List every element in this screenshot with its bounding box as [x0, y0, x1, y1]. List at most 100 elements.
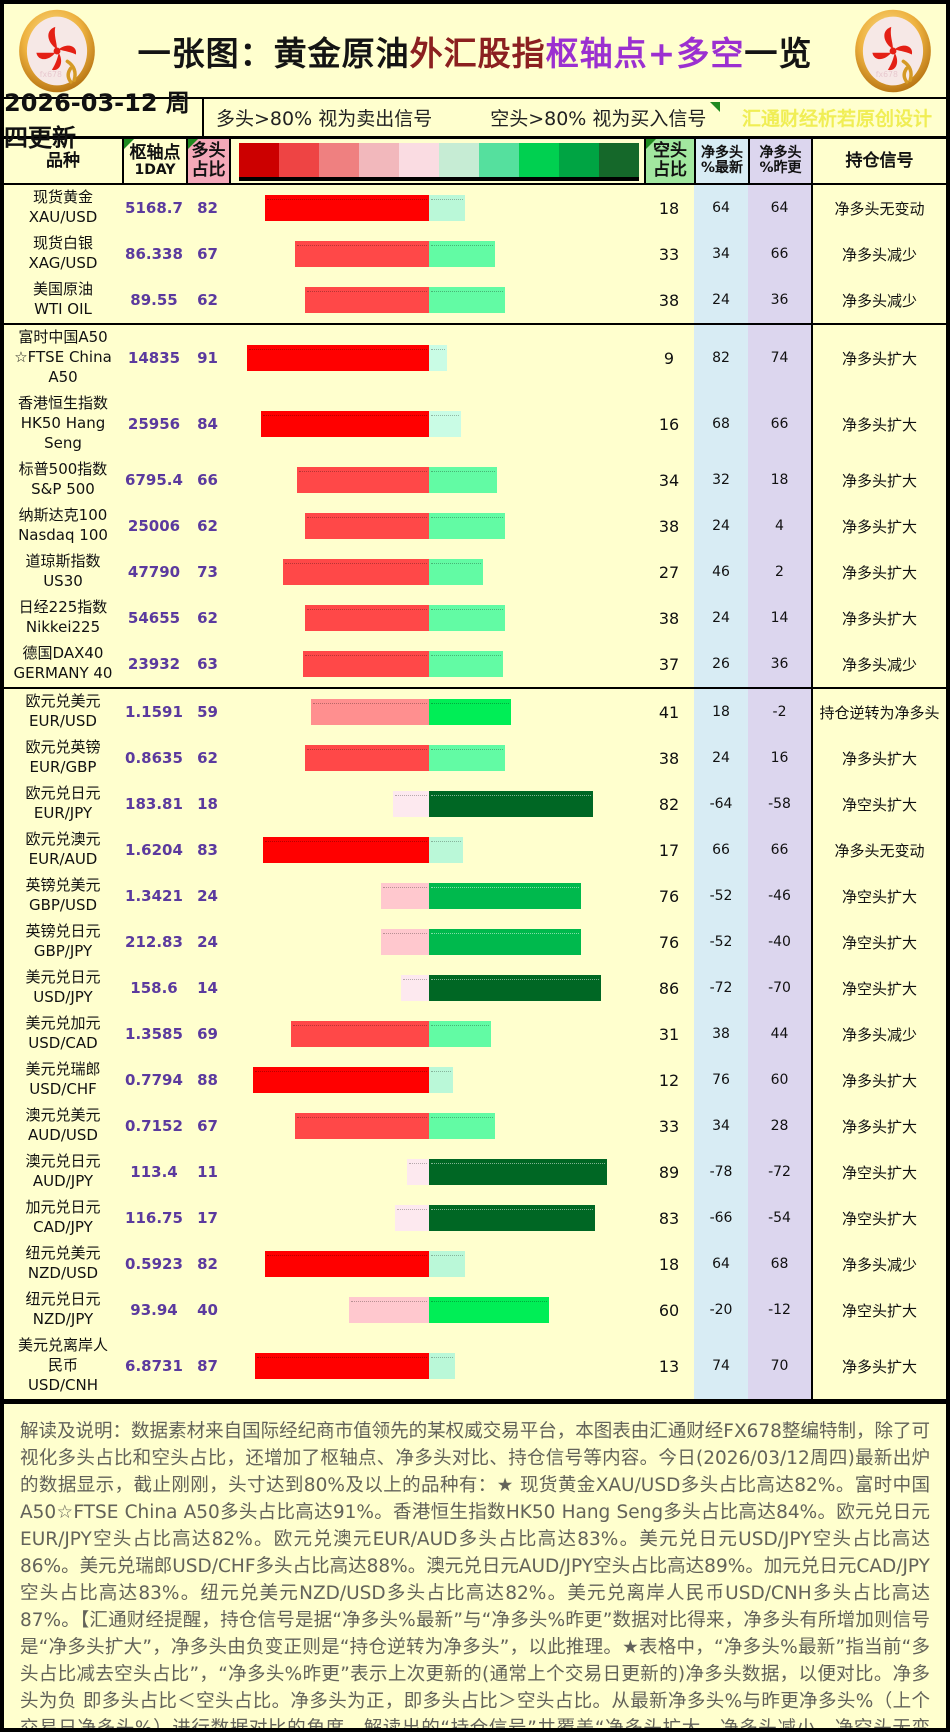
long-short-bar: [229, 689, 644, 735]
short-bar-segment: [429, 287, 505, 313]
pivot-value: 0.7152: [125, 1117, 183, 1135]
long-bar-segment: [295, 241, 429, 267]
position-signal: 净多头扩大: [811, 595, 946, 641]
position-signal: 净空头扩大: [811, 1149, 946, 1195]
pivot-value: 212.83: [125, 933, 183, 951]
pivot-value: 47790: [127, 563, 181, 581]
long-ratio-value: 82: [197, 199, 218, 217]
instrument-name-line: 美元兑日元: [25, 968, 101, 987]
long-bar-segment: [311, 699, 429, 725]
long-short-bar: [229, 919, 644, 965]
short-ratio-value: 41: [658, 702, 680, 722]
instrument-name-line: 澳元兑日元: [25, 1152, 101, 1171]
pivot-value: 1.3585: [125, 1025, 183, 1043]
net-long-previous-value: 66: [748, 231, 811, 277]
table-row: 美国原油 WTI OIL 89.55 62 38 24 36 净多头减少: [4, 277, 946, 323]
long-ratio-value: 24: [197, 887, 218, 905]
long-bar-segment: [253, 1067, 429, 1093]
long-bar-segment: [407, 1159, 429, 1185]
instrument-name: 标普500指数 S&P 500: [4, 457, 122, 503]
long-ratio-value: 82: [197, 1255, 218, 1273]
position-signal: 净多头扩大: [811, 1333, 946, 1399]
net-long-previous-value: 2: [748, 549, 811, 595]
net-long-latest-value: 64: [694, 185, 748, 231]
scale-swatch: [519, 143, 559, 177]
long-ratio-value: 63: [197, 655, 218, 673]
long-ratio-value: 84: [197, 415, 218, 433]
net-long-latest-value: 66: [694, 827, 748, 873]
instrument-name-line: 富时中国A50: [18, 328, 108, 347]
instrument-name: 澳元兑美元 AUD/USD: [4, 1103, 122, 1149]
instrument-name-line: USD/CAD: [28, 1034, 98, 1052]
title-band: fx678 一张图：黄金原油外汇股指枢轴点+多空一览 fx678: [4, 4, 946, 99]
short-ratio-value: 38: [658, 516, 680, 536]
net-long-previous-value: -2: [748, 689, 811, 735]
long-short-bar: [229, 1057, 644, 1103]
net-long-previous-value: 16: [748, 735, 811, 781]
instrument-name-line: Nasdaq 100: [18, 526, 108, 544]
net-long-latest-value: 74: [694, 1333, 748, 1399]
instrument-name: 欧元兑美元 EUR/USD: [4, 689, 122, 735]
instrument-name-line: WTI OIL: [34, 300, 92, 318]
net-long-previous-value: -12: [748, 1287, 811, 1333]
net-long-previous-value: 4: [748, 503, 811, 549]
table-row: 现货白银 XAG/USD 86.338 67 33 34 66 净多头减少: [4, 231, 946, 277]
short-ratio-value: 60: [658, 1300, 680, 1320]
short-ratio-value: 9: [663, 348, 675, 368]
short-ratio-value: 13: [658, 1356, 680, 1376]
long-ratio-value: 67: [197, 1117, 218, 1135]
long-ratio-value: 18: [197, 795, 218, 813]
pivot-value: 6.8731: [125, 1357, 183, 1375]
instrument-name-line: 美元兑加元: [25, 1014, 101, 1033]
net-long-latest-value: 24: [694, 595, 748, 641]
credit-text: 汇通财经析若原创设计: [741, 108, 932, 130]
position-signal: 净多头减少: [811, 231, 946, 277]
net-long-previous-value: 44: [748, 1011, 811, 1057]
date-legend-band: 2026-03-12 周四更新 多头>80% 视为卖出信号 空头>80% 视为买…: [4, 89, 946, 152]
instrument-name-line: EUR/AUD: [28, 850, 98, 868]
short-bar-segment: [429, 883, 581, 909]
instrument-name: 纳斯达克100 Nasdaq 100: [4, 503, 122, 549]
long-bar-segment: [291, 1021, 429, 1047]
instrument-name: 英镑兑日元 GBP/JPY: [4, 919, 122, 965]
net-long-latest-value: 34: [694, 1103, 748, 1149]
position-signal: 净多头扩大: [811, 1057, 946, 1103]
net-long-latest-value: -64: [694, 781, 748, 827]
table-row: 英镑兑日元 GBP/JPY 212.83 24 76 -52 -40 净空头扩大: [4, 919, 946, 965]
instrument-name-line: 欧元兑日元: [25, 784, 101, 803]
table-row: 道琼斯指数 US30 47790 73 27 46 2 净多头扩大: [4, 549, 946, 595]
long-ratio-value: 83: [197, 841, 218, 859]
short-bar-segment: [429, 1113, 495, 1139]
long-bar-segment: [261, 411, 429, 437]
pivot-value: 183.81: [125, 795, 183, 813]
table-group: 欧元兑美元 EUR/USD 1.1591 59 41 18 -2 持仓逆转为净多头 欧元兑英镑 E…: [4, 687, 946, 1399]
legend-short-note: 空头>80% 视为买入信号: [490, 102, 721, 131]
net-long-latest-value: -72: [694, 965, 748, 1011]
svg-text:fx678: fx678: [876, 69, 898, 78]
position-signal: 净空头扩大: [811, 1287, 946, 1333]
position-signal: 净空头扩大: [811, 873, 946, 919]
legend-long-note: 多头>80% 视为卖出信号: [216, 108, 433, 130]
long-short-bar: [229, 457, 644, 503]
long-ratio-value: 66: [197, 471, 218, 489]
position-signal: 净多头扩大: [811, 503, 946, 549]
instrument-name-line: 美国原油: [32, 280, 93, 299]
instrument-name: 道琼斯指数 US30: [4, 549, 122, 595]
short-bar-segment: [429, 1067, 453, 1093]
comment-marker-icon: [710, 102, 721, 112]
instrument-name-line: 标普500指数: [18, 460, 108, 479]
long-ratio-value: 62: [197, 291, 218, 309]
header-long-ratio: 多头 占比: [186, 139, 229, 183]
long-bar-segment: [395, 1205, 429, 1231]
long-ratio-value: 40: [197, 1301, 218, 1319]
long-ratio-value: 14: [197, 979, 218, 997]
long-ratio-value: 62: [197, 609, 218, 627]
instrument-name-line: AUD/USD: [28, 1126, 98, 1144]
instrument-name: 现货白银 XAG/USD: [4, 231, 122, 277]
instrument-name-line: XAU/USD: [28, 208, 98, 226]
net-long-previous-value: -70: [748, 965, 811, 1011]
table-row: 香港恒生指数 HK50 Hang Seng 25956 84 16 68 66 净多头扩大: [4, 391, 946, 457]
short-ratio-value: 31: [658, 1024, 680, 1044]
instrument-name-line: 澳元兑美元: [25, 1106, 101, 1125]
